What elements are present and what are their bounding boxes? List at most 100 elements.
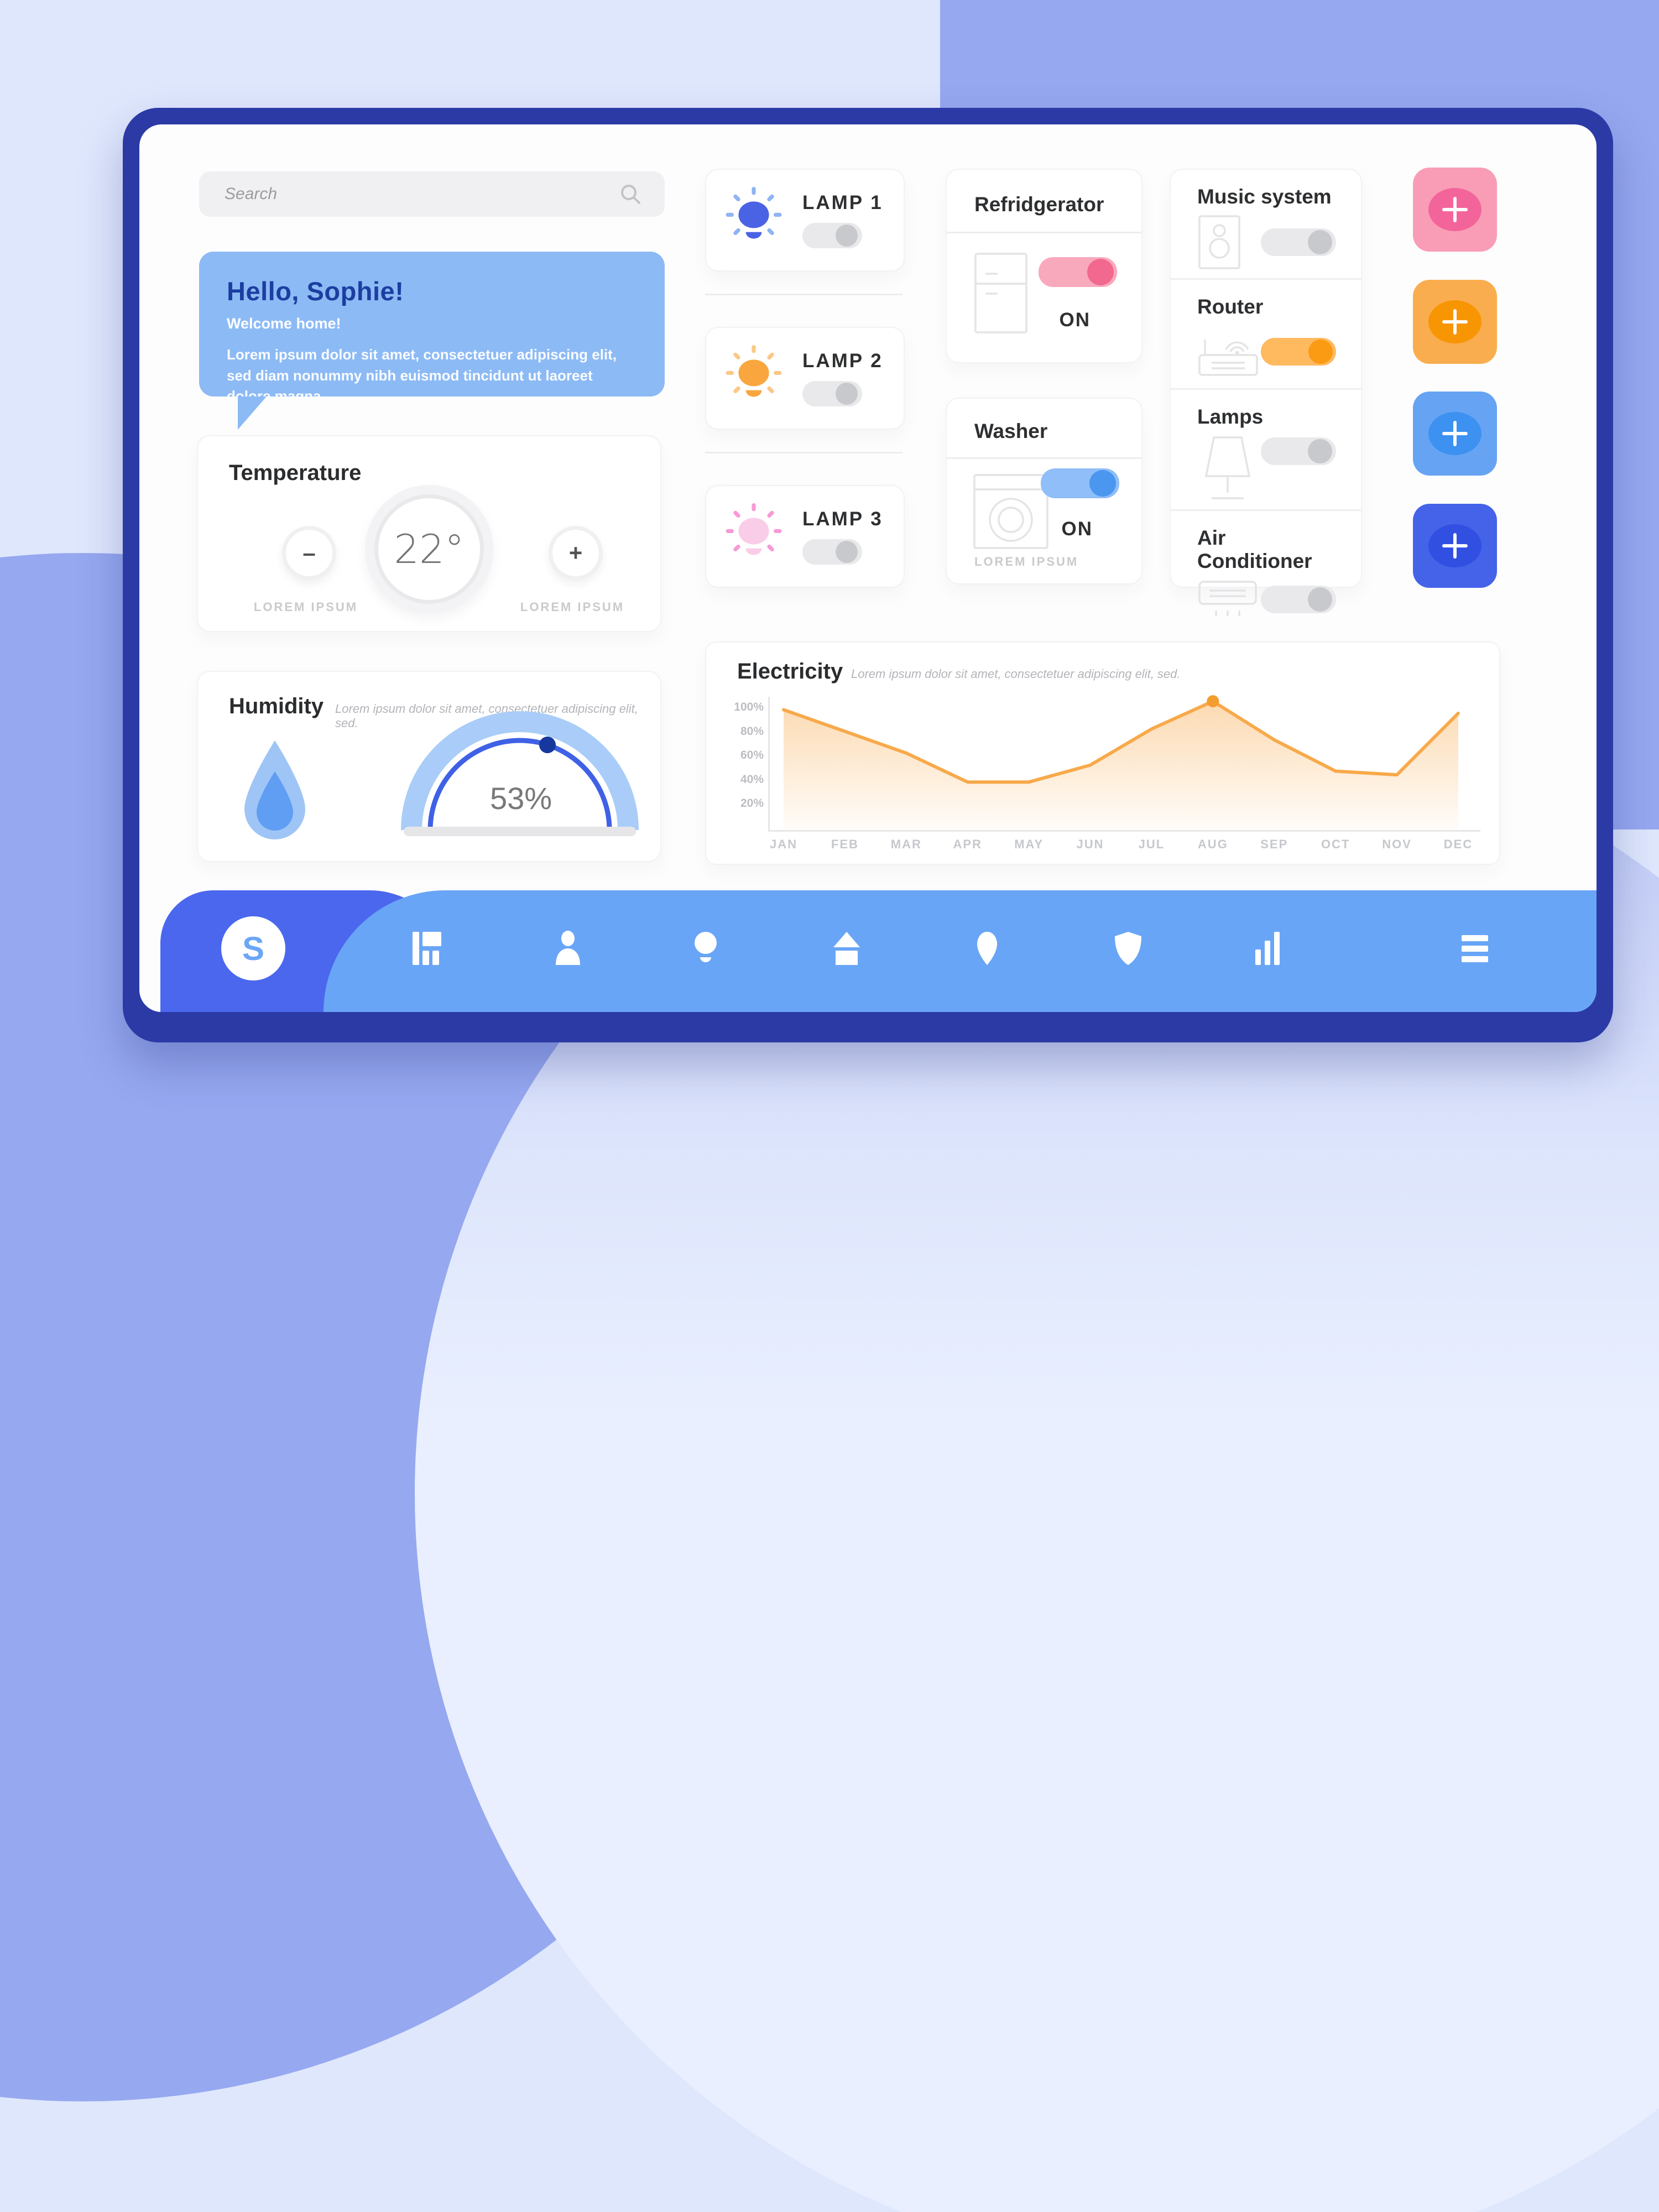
electricity-card: Electricity Lorem ipsum dolor sit amet, …	[705, 641, 1500, 865]
lamp3-toggle-knob[interactable]	[836, 541, 858, 563]
smart-home-dashboard: { "theme": { "frame": "#2b3aa5", "panel_…	[0, 0, 1659, 1106]
washer-toggle[interactable]	[1041, 468, 1119, 498]
plus-icon	[1428, 300, 1481, 343]
x-tick: JUL	[1138, 837, 1165, 851]
device-row-router: Router	[1171, 280, 1361, 390]
humidity-value: 53%	[489, 781, 552, 816]
lightbulb-icon	[695, 932, 717, 962]
nav-item-menu[interactable]	[1454, 927, 1496, 969]
brand-logo[interactable]: S	[221, 916, 285, 980]
x-tick: MAY	[1014, 837, 1044, 851]
lamp1-toggle-knob[interactable]	[836, 225, 858, 247]
fridge-title-divider	[947, 232, 1141, 233]
air-conditioner-toggle-knob[interactable]	[1308, 587, 1332, 612]
y-tick: 100%	[734, 701, 764, 713]
music-system-toggle[interactable]	[1261, 228, 1336, 256]
router-icon	[1198, 340, 1258, 376]
add-device-button-pink[interactable]	[1413, 168, 1497, 252]
nav-item-home[interactable]	[826, 927, 868, 969]
welcome-body: Lorem ipsum dolor sit amet, consectetuer…	[227, 346, 617, 405]
home-icon	[833, 932, 860, 965]
air-conditioner-toggle[interactable]	[1261, 586, 1336, 613]
plus-icon	[1428, 188, 1481, 231]
electricity-title: Electricity	[737, 659, 843, 684]
location-pin-icon	[977, 932, 997, 965]
lamps-label: Lamps	[1197, 405, 1264, 428]
lamps-toggle-knob[interactable]	[1308, 439, 1332, 463]
humidity-card: Humidity Lorem ipsum dolor sit amet, con…	[197, 671, 661, 862]
temperature-dial-inner: 22°	[374, 494, 484, 604]
music-system-icon	[1198, 215, 1240, 269]
nav-item-stats[interactable]	[1246, 927, 1288, 969]
humidity-gauge	[401, 711, 639, 836]
washer-icon	[973, 474, 1048, 549]
water-drop-icon	[244, 740, 305, 839]
add-device-button-royal[interactable]	[1413, 504, 1497, 588]
nav-item-security[interactable]	[1107, 927, 1149, 969]
washer-title: Washer	[974, 420, 1048, 442]
x-tick: MAR	[890, 837, 922, 851]
electricity-subtitle: Lorem ipsum dolor sit amet, consectetuer…	[851, 667, 1181, 681]
add-device-button-orange[interactable]	[1413, 280, 1497, 364]
fridge-status: ON	[1059, 309, 1091, 331]
x-tick: OCT	[1321, 837, 1350, 851]
temperature-decrease-button[interactable]: –	[282, 526, 336, 580]
lamp2-toggle-knob[interactable]	[836, 383, 858, 405]
lamp2-bulb-icon	[726, 345, 782, 397]
search-bar[interactable]	[199, 171, 665, 217]
fridge-toggle-knob[interactable]	[1087, 259, 1114, 285]
x-axis-labels: JAN FEB MAR APR MAY JUN JUL AUG SEP OCT NOV DEC	[770, 837, 1472, 854]
dashboard-icon	[413, 932, 441, 965]
lamps-icon	[1204, 436, 1251, 499]
nav-bar	[324, 890, 1597, 1012]
nav-item-lighting[interactable]	[685, 927, 727, 969]
lamp2-toggle[interactable]	[802, 381, 862, 406]
temperature-plus-label: LOREM IPSUM	[520, 600, 625, 614]
x-tick: JUN	[1076, 837, 1104, 851]
lamps-toggle[interactable]	[1261, 437, 1336, 465]
washer-note: LOREM IPSUM	[974, 555, 1079, 568]
device-row-ac: Air Conditioner	[1171, 511, 1361, 616]
search-icon[interactable]	[618, 182, 643, 206]
x-tick: SEP	[1260, 837, 1288, 851]
music-system-toggle-knob[interactable]	[1308, 230, 1332, 254]
x-tick: AUG	[1197, 837, 1228, 851]
search-input[interactable]	[199, 184, 618, 204]
nav-item-location[interactable]	[966, 927, 1008, 969]
gauge-handle[interactable]	[539, 737, 556, 753]
temperature-increase-button[interactable]: +	[549, 526, 603, 580]
welcome-bubble-tail	[238, 397, 267, 430]
x-tick: NOV	[1382, 837, 1412, 851]
lamp2-label: LAMP 2	[802, 350, 883, 372]
x-axis-line	[768, 830, 1480, 832]
fridge-toggle[interactable]	[1039, 257, 1117, 287]
washer-card: Washer ON LOREM IPSUM	[946, 398, 1142, 585]
y-tick: 20%	[740, 797, 764, 810]
fridge-title: Refridgerator	[974, 193, 1104, 216]
lamp1-bulb-icon	[726, 187, 782, 239]
lamp-card-2: LAMP 2	[705, 327, 905, 430]
add-device-button-blue[interactable]	[1413, 392, 1497, 476]
fridge-icon	[974, 253, 1027, 333]
router-toggle-knob[interactable]	[1308, 340, 1333, 364]
temperature-title: Temperature	[229, 461, 362, 485]
router-toggle[interactable]	[1261, 338, 1336, 366]
welcome-subtitle: Welcome home!	[227, 315, 341, 332]
chart-peak-dot[interactable]	[1207, 695, 1219, 708]
nav-item-profile[interactable]	[547, 927, 589, 969]
lamp3-toggle[interactable]	[802, 539, 862, 565]
lamp-card-1: LAMP 1	[705, 169, 905, 272]
washer-status: ON	[1061, 518, 1093, 540]
temperature-dial: 22°	[365, 485, 493, 613]
x-tick: DEC	[1443, 837, 1473, 851]
x-tick: JAN	[769, 837, 798, 851]
x-tick: FEB	[831, 837, 859, 851]
nav-item-dashboard[interactable]	[406, 927, 448, 969]
washer-toggle-knob[interactable]	[1089, 470, 1116, 497]
welcome-card: Hello, Sophie! Welcome home! Lorem ipsum…	[199, 252, 665, 404]
dashboard-panel: Hello, Sophie! Welcome home! Lorem ipsum…	[139, 124, 1597, 1012]
hamburger-menu-icon	[1462, 935, 1488, 962]
lamp3-label: LAMP 3	[802, 508, 883, 530]
bar-chart-icon	[1255, 932, 1280, 965]
lamp1-toggle[interactable]	[802, 223, 862, 248]
